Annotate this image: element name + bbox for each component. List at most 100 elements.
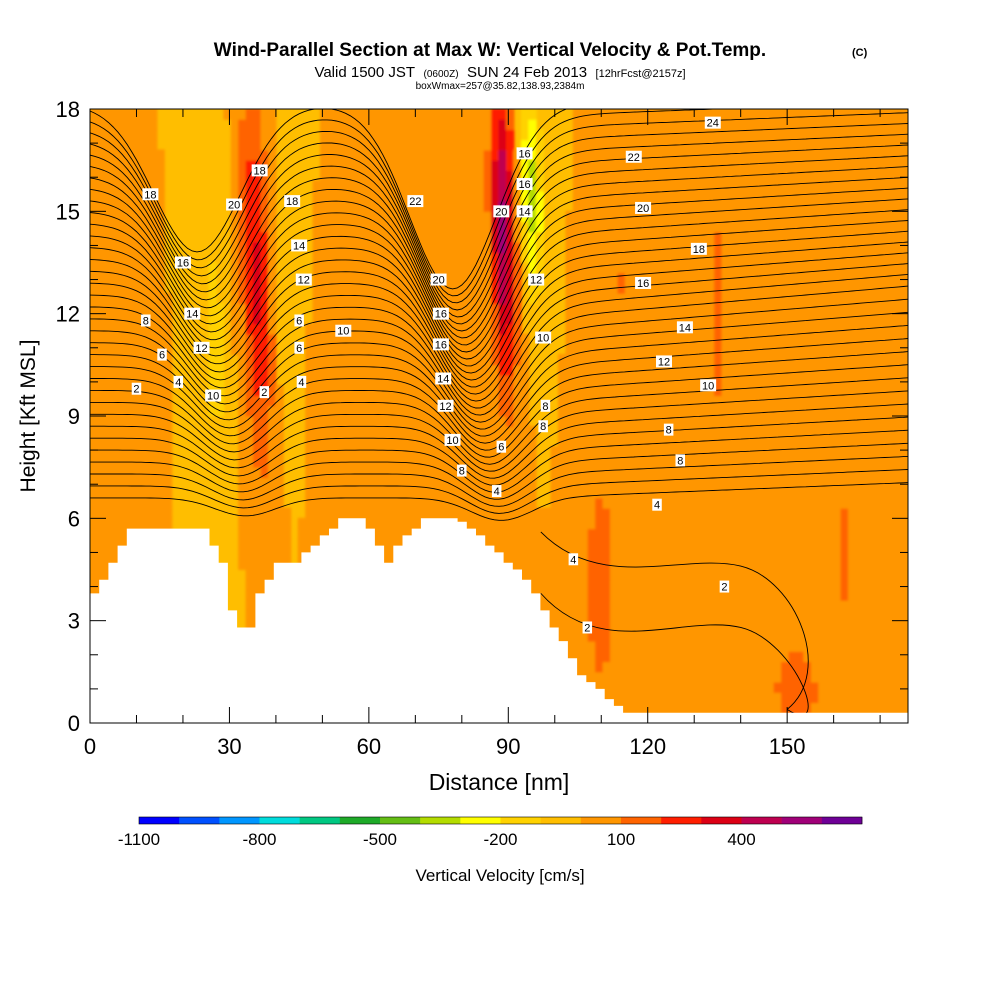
velocity-cell [134,323,143,335]
velocity-cell [305,456,314,468]
velocity-cell [468,364,478,376]
velocity-cell [424,343,433,356]
velocity-cell [320,354,329,366]
velocity-cell [468,384,478,397]
velocity-cell [580,354,589,366]
velocity-cell [446,200,455,212]
velocity-cell [104,507,113,519]
velocity-cell [862,671,872,683]
velocity-cell [751,671,760,683]
velocity-cell [766,630,775,642]
velocity-cell [877,262,887,274]
velocity-cell [810,661,820,673]
velocity-cell [580,262,589,274]
velocity-cell [550,517,559,530]
velocity-cell [721,487,731,499]
velocity-cell [781,323,790,335]
velocity-cell [297,528,307,540]
velocity-cell [810,579,820,591]
velocity-cell [676,272,686,284]
velocity-cell [691,282,701,294]
velocity-cell [163,507,173,519]
velocity-cell [90,364,98,376]
velocity-cell [676,210,686,223]
velocity-cell [825,630,835,642]
velocity-cell [714,538,723,550]
velocity-cell [312,302,322,315]
velocity-cell [401,241,411,253]
velocity-cell [736,620,745,632]
velocity-cell [714,374,723,386]
velocity-cell [424,395,433,407]
velocity-cell [557,528,567,540]
velocity-cell [468,190,478,202]
velocity-cell [260,405,269,417]
velocity-cell [781,702,790,714]
velocity-cell [476,425,485,437]
velocity-cell [163,517,173,530]
velocity-cell [848,302,857,315]
velocity-cell [446,302,455,315]
velocity-cell [409,272,418,284]
velocity-cell [461,446,470,458]
velocity-cell [729,251,738,263]
velocity-cell [639,343,649,356]
velocity-cell [134,302,143,315]
velocity-cell [238,272,247,284]
velocity-cell [676,292,686,304]
velocity-cell [610,262,619,274]
velocity-cell [513,343,522,356]
velocity-cell [632,558,641,570]
velocity-cell [446,221,455,233]
velocity-cell [126,487,136,499]
velocity-cell [513,405,522,417]
velocity-cell [684,661,693,673]
velocity-cell [528,497,537,509]
velocity-cell [632,650,641,663]
velocity-cell [810,415,820,427]
velocity-cell [870,681,879,693]
velocity-cell [833,691,842,704]
velocity-cell [773,354,783,366]
velocity-cell [639,425,649,437]
velocity-cell [766,364,775,376]
velocity-cell [602,333,612,345]
velocity-cell [334,251,344,263]
velocity-cell [468,262,478,274]
velocity-cell [877,272,887,284]
velocity-cell [669,343,678,356]
velocity-cell [379,302,388,315]
velocity-cell [632,702,641,714]
velocity-cell [491,415,500,427]
velocity-cell [394,343,403,356]
velocity-cell [483,354,493,366]
velocity-cell [624,548,634,560]
velocity-cell [453,323,463,335]
velocity-cell [788,609,797,622]
velocity-cell [111,210,121,223]
velocity-cell [245,517,255,530]
velocity-cell [676,661,686,673]
velocity-cell [468,425,478,437]
velocity-cell [379,210,388,223]
velocity-cell [126,364,136,376]
velocity-cell [743,313,753,325]
velocity-cell [557,569,567,581]
velocity-cell [267,364,277,376]
velocity-cell [528,456,537,468]
velocity-cell [602,241,612,253]
velocity-cell [639,650,649,663]
velocity-cell [334,507,344,519]
velocity-cell [163,374,173,386]
velocity-cell [342,415,351,427]
velocity-cell [825,446,835,458]
velocity-cell [409,241,418,253]
velocity-cell [513,548,522,560]
velocity-cell [342,210,351,223]
velocity-cell [557,579,567,591]
velocity-cell [669,630,678,642]
velocity-cell [267,569,277,581]
velocity-cell [617,569,626,581]
velocity-cell [491,405,500,417]
velocity-cell [126,384,136,397]
